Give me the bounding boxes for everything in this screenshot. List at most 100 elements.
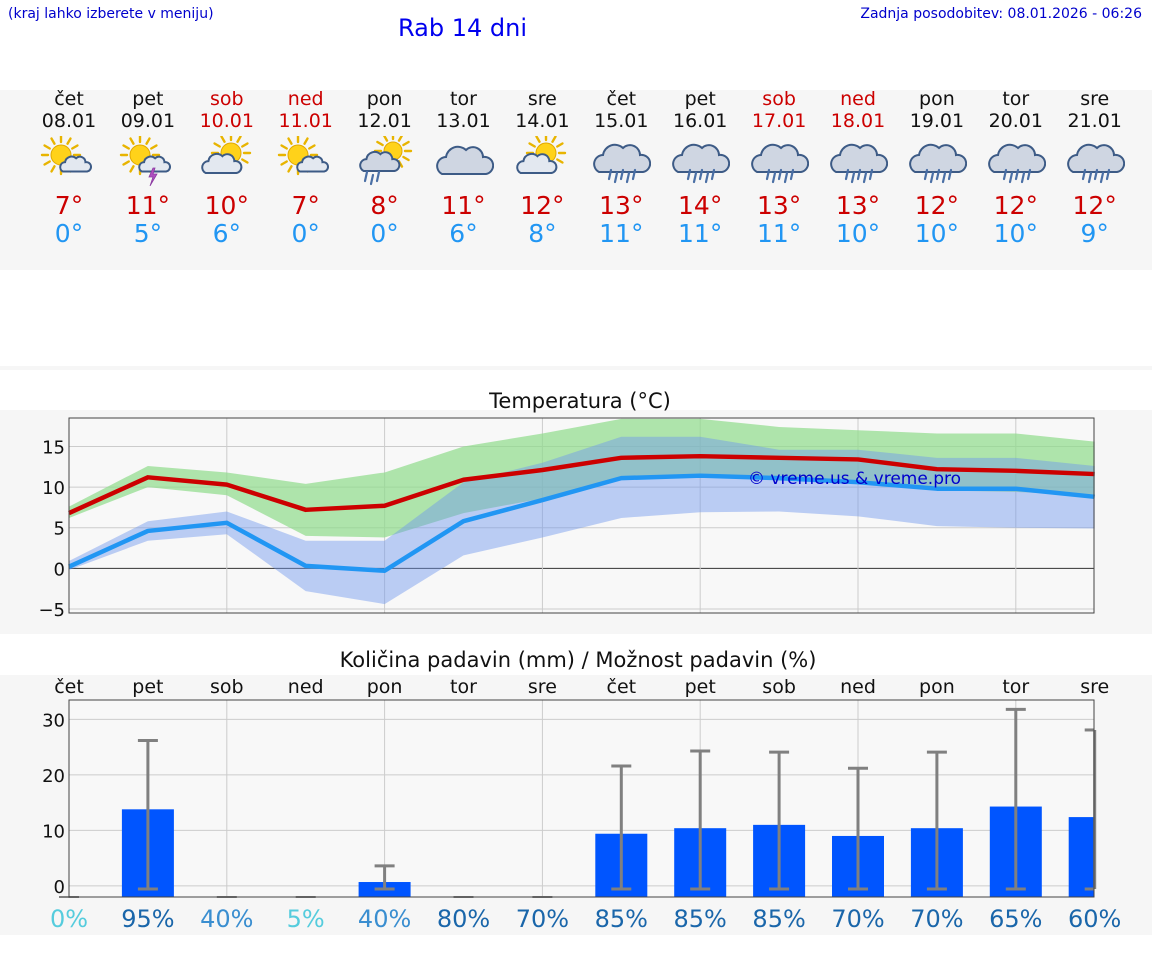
temp-min: 0° [291,219,320,248]
forecast-day: pon 12.01 8° 0° [345,88,425,248]
temperature-plot-frame [68,417,1095,614]
forecast-day: čet 15.01 13° 11° [581,88,661,248]
temp-max: 12° [1072,191,1117,220]
forecast-day: pet 16.01 14° 11° [660,88,740,248]
cloud-sun-icon [201,136,251,174]
day-date: 10.01 [199,110,254,132]
precipitation-day-label: ned [288,676,324,698]
temp-min: 10° [914,219,960,248]
cloud-rain-icon [593,143,652,184]
precipitation-probability: 40% [200,905,253,933]
cloud-rain-icon [751,143,810,184]
day-name: pon [919,88,955,110]
forecast-day: ned 18.01 13° 10° [818,88,898,248]
cloud-sun-icon [516,136,567,174]
temperature-y-tick: 5 [54,519,65,540]
precipitation-plot-frame [68,699,1095,898]
forecast-panel [0,90,1152,270]
day-name: sob [762,88,796,110]
precipitation-day-label: sob [210,676,244,698]
temperature-y-tick: 0 [54,559,65,580]
temp-max: 8° [370,191,399,220]
precipitation-probability: 40% [358,905,411,933]
temp-max: 13° [756,191,802,220]
max-temp-line [68,453,1095,516]
temp-min: 9° [1080,219,1109,248]
day-name: pet [132,88,164,110]
temp-min: 11° [756,219,802,248]
day-date: 09.01 [120,110,176,132]
precipitation-day-label: pon [919,676,955,698]
forecast-day: tor 20.01 12° 10° [976,88,1056,248]
precipitation-bar [1068,817,1094,897]
divider [0,366,1152,370]
precipitation-chart-title: Količina padavin (mm) / Možnost padavin … [340,648,817,672]
day-date: 16.01 [672,110,728,132]
temp-max: 13° [835,191,881,220]
precipitation-day-label: sob [762,676,796,698]
temperature-y-tick: 15 [42,437,65,458]
precipitation-y-tick: 30 [42,710,65,731]
day-name: pon [366,88,403,110]
day-name: čet [54,88,84,110]
temp-max: 12° [520,191,565,220]
temp-max: 12° [993,191,1038,220]
precipitation-probability: 0% [50,905,88,933]
precipitation-probability: 80% [437,905,490,933]
temp-min: 8° [528,219,557,248]
day-date: 13.01 [436,110,491,132]
temp-min: 0° [54,219,84,248]
min-temp-range-band [69,436,1095,605]
cloud-rain-icon [830,143,888,184]
day-date: 18.01 [830,110,886,132]
temp-min: 6° [449,219,478,248]
cloud-rain-icon [987,143,1046,184]
temperature-y-tick: 10 [42,478,65,499]
day-name: ned [840,88,876,110]
precipitation-day-label: pet [132,676,163,698]
location-hint-link[interactable]: (kraj lahko izberete v meniju) [8,6,214,22]
temp-max: 11° [441,191,486,220]
sun-cloud-icon [40,136,93,176]
precipitation-probability: 85% [674,905,727,933]
precipitation-probability: 70% [516,905,569,933]
temperature-chart-title: Temperatura (°C) [488,389,671,413]
day-name: sob [210,88,244,110]
precipitation-probability: 70% [831,905,884,933]
cloud-rain-icon [672,143,731,184]
day-date: 21.01 [1067,110,1122,132]
day-date: 08.01 [41,110,97,132]
precipitation-day-label: pon [367,676,403,698]
temp-max: 10° [204,191,249,220]
precipitation-probability: 85% [752,905,805,933]
forecast-day: sre 21.01 12° 9° [1055,88,1135,248]
day-date: 19.01 [909,110,965,132]
temp-min: 11° [678,219,723,248]
precipitation-probability: 5% [287,905,325,933]
day-name: tor [450,88,477,110]
temp-max: 12° [914,191,960,220]
precipitation-day-label: sre [1080,676,1109,698]
day-date: 11.01 [278,110,333,132]
temp-max: 13° [599,191,644,220]
forecast-day: sob 17.01 13° 11° [739,88,819,248]
forecast-day: tor 13.01 11° 6° [424,88,504,248]
watermark: © vreme.us & vreme.pro [748,469,961,489]
precipitation-day-label: ned [840,676,876,698]
precipitation-day-label: tor [450,676,477,698]
precipitation-y-tick: 10 [42,821,65,842]
temp-min: 10° [835,219,881,248]
temp-min: 6° [212,219,241,248]
precipitation-y-tick: 0 [54,877,65,898]
sun-cloud-thunder-icon [119,136,171,186]
forecast-day: sre 14.01 12° 8° [502,88,582,248]
precipitation-probability: 95% [121,905,174,933]
temperature-y-tick: −5 [38,600,65,621]
precipitation-probability: 85% [595,905,648,933]
precipitation-day-label: tor [1002,676,1029,698]
min-temp-line [68,473,1095,573]
day-name: sre [1080,88,1110,110]
forecast-day: sob 10.01 10° 6° [187,88,267,248]
sun-cloud-icon [277,136,329,176]
